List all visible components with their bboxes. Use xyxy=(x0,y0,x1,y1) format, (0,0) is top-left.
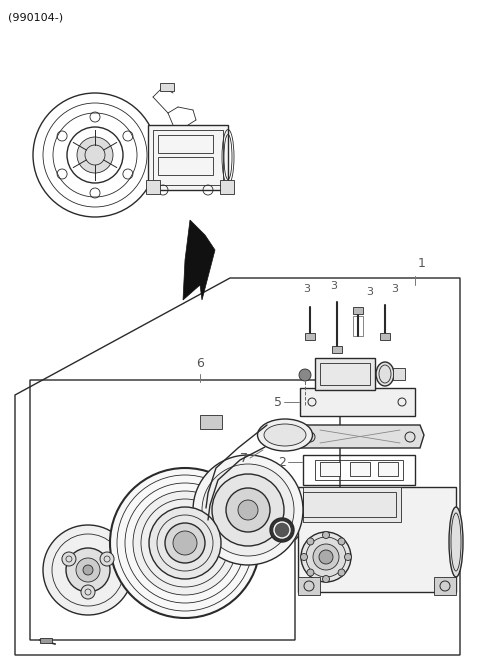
Circle shape xyxy=(238,500,258,520)
Circle shape xyxy=(100,552,114,566)
Bar xyxy=(303,455,415,485)
Circle shape xyxy=(202,464,294,556)
Text: 6: 6 xyxy=(196,357,204,370)
Circle shape xyxy=(149,507,221,579)
Circle shape xyxy=(338,538,345,545)
Circle shape xyxy=(226,488,270,532)
Bar xyxy=(158,135,213,153)
Circle shape xyxy=(43,525,133,615)
Bar xyxy=(350,462,370,476)
Bar xyxy=(320,363,370,385)
Bar xyxy=(300,388,415,416)
Bar xyxy=(40,638,52,643)
Bar xyxy=(393,368,405,380)
Circle shape xyxy=(66,548,110,592)
Ellipse shape xyxy=(319,550,333,564)
Bar xyxy=(158,157,213,175)
Bar xyxy=(160,83,174,91)
Polygon shape xyxy=(296,425,424,448)
Polygon shape xyxy=(183,220,215,300)
Circle shape xyxy=(307,538,314,545)
Ellipse shape xyxy=(264,424,306,446)
Circle shape xyxy=(274,522,290,538)
Circle shape xyxy=(193,455,303,565)
Bar xyxy=(320,462,340,476)
Ellipse shape xyxy=(257,419,312,451)
Text: 3: 3 xyxy=(392,284,398,294)
Circle shape xyxy=(77,137,113,173)
Circle shape xyxy=(345,554,351,560)
Circle shape xyxy=(323,532,329,538)
Bar xyxy=(303,487,401,522)
Text: 7: 7 xyxy=(240,452,248,464)
Bar xyxy=(315,358,375,390)
Bar xyxy=(434,577,456,595)
Text: 2: 2 xyxy=(278,456,286,468)
Circle shape xyxy=(110,468,260,618)
Circle shape xyxy=(62,552,76,566)
Bar xyxy=(220,180,234,194)
Text: 5: 5 xyxy=(274,395,282,409)
Circle shape xyxy=(212,474,284,546)
Ellipse shape xyxy=(313,544,339,570)
Circle shape xyxy=(300,554,308,560)
Text: 3: 3 xyxy=(303,284,311,294)
Bar xyxy=(200,415,222,429)
Circle shape xyxy=(165,523,205,563)
Ellipse shape xyxy=(306,537,346,577)
Circle shape xyxy=(270,518,294,542)
Circle shape xyxy=(307,569,314,576)
Circle shape xyxy=(173,531,197,555)
Bar xyxy=(332,346,342,353)
Circle shape xyxy=(76,558,100,582)
Circle shape xyxy=(81,585,95,599)
Bar xyxy=(353,307,363,314)
Circle shape xyxy=(83,565,93,575)
Bar xyxy=(380,333,390,340)
Text: 3: 3 xyxy=(367,287,373,297)
Circle shape xyxy=(133,491,237,595)
Ellipse shape xyxy=(376,362,394,386)
Bar xyxy=(305,333,315,340)
Circle shape xyxy=(299,369,311,381)
Text: 3: 3 xyxy=(331,281,337,291)
Bar xyxy=(303,492,396,517)
Bar xyxy=(315,460,403,480)
Bar xyxy=(298,487,456,592)
Circle shape xyxy=(323,576,329,582)
Bar xyxy=(353,316,363,336)
Text: 4: 4 xyxy=(274,430,282,444)
Circle shape xyxy=(338,569,345,576)
Bar xyxy=(378,462,398,476)
Bar xyxy=(148,125,228,190)
Ellipse shape xyxy=(449,507,463,577)
Ellipse shape xyxy=(301,532,351,582)
Bar xyxy=(153,130,223,185)
Text: 1: 1 xyxy=(418,257,426,270)
Text: (990104-): (990104-) xyxy=(8,12,63,22)
Bar xyxy=(298,577,320,595)
Bar xyxy=(146,180,160,194)
